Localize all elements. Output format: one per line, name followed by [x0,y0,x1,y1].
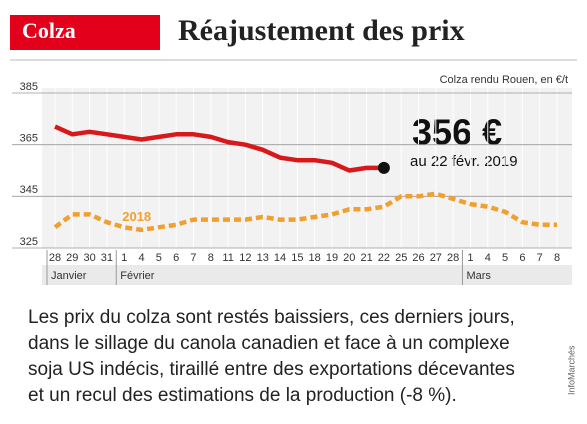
y-tick-label: 345 [20,184,38,196]
x-tick-label: 21 [360,252,372,264]
subtitle: Colza rendu Rouen, en €/t [440,74,568,86]
x-tick-label: 22 [378,252,390,264]
x-tick-label: 4 [485,252,491,264]
x-tick-label: 28 [447,252,459,264]
chart-title: Réajustement des prix [178,14,465,47]
x-tick-label: 5 [502,252,508,264]
series-label: 2018 [122,209,151,224]
line-series [53,191,557,233]
x-tick-label: 8 [554,252,560,264]
plot-bg [42,88,572,248]
y-tick-label: 385 [20,81,38,93]
line-series [54,124,384,173]
x-tick-label: 28 [49,252,61,264]
body-text: soja US indécis, tiraillé entre des expo… [28,359,515,380]
body-text: dans le sillage du canola canadien et fa… [28,333,510,354]
x-tick-label: 25 [395,252,407,264]
body-text: et un recul des estimations de la produc… [28,385,457,406]
x-tick-label: 30 [83,252,95,264]
y-tick-label: 325 [20,236,38,248]
y-tick-label: 365 [20,133,38,145]
annotation-value: 356 € [412,112,502,153]
month-row [42,265,572,285]
x-tick-label: 15 [291,252,303,264]
end-dot [377,161,390,174]
month-label: Février [120,270,155,282]
x-tick-label: 7 [537,252,543,264]
x-tick-label: 29 [66,252,78,264]
month-label: Mars [466,270,491,282]
x-tick-label: 6 [173,252,179,264]
x-tick-label: 11 [222,252,233,264]
x-tick-label: 18 [309,252,321,264]
x-tick-label: 8 [208,252,214,264]
x-tick-label: 5 [156,252,162,264]
body-text: Les prix du colza sont restés baissiers,… [28,307,515,328]
x-tick-label: 6 [519,252,525,264]
x-tick-label: 12 [239,252,251,264]
annotation-date: au 22 févr. 2019 [410,153,518,170]
x-tick-label: 1 [467,252,473,264]
header: Colza [22,18,76,43]
x-tick-label: 7 [190,252,196,264]
x-tick-label: 27 [430,252,442,264]
credit: InfoMarchés [566,345,576,395]
x-tick-label: 26 [412,252,424,264]
x-tick-label: 14 [274,252,286,264]
month-label: Janvier [51,270,87,282]
header-box [10,15,160,50]
x-tick-label: 20 [343,252,355,264]
x-tick-label: 4 [138,252,144,264]
x-tick-label: 19 [326,252,338,264]
x-tick-label: 31 [101,252,113,264]
x-tick-label: 13 [257,252,269,264]
x-tick-label: 1 [121,252,127,264]
